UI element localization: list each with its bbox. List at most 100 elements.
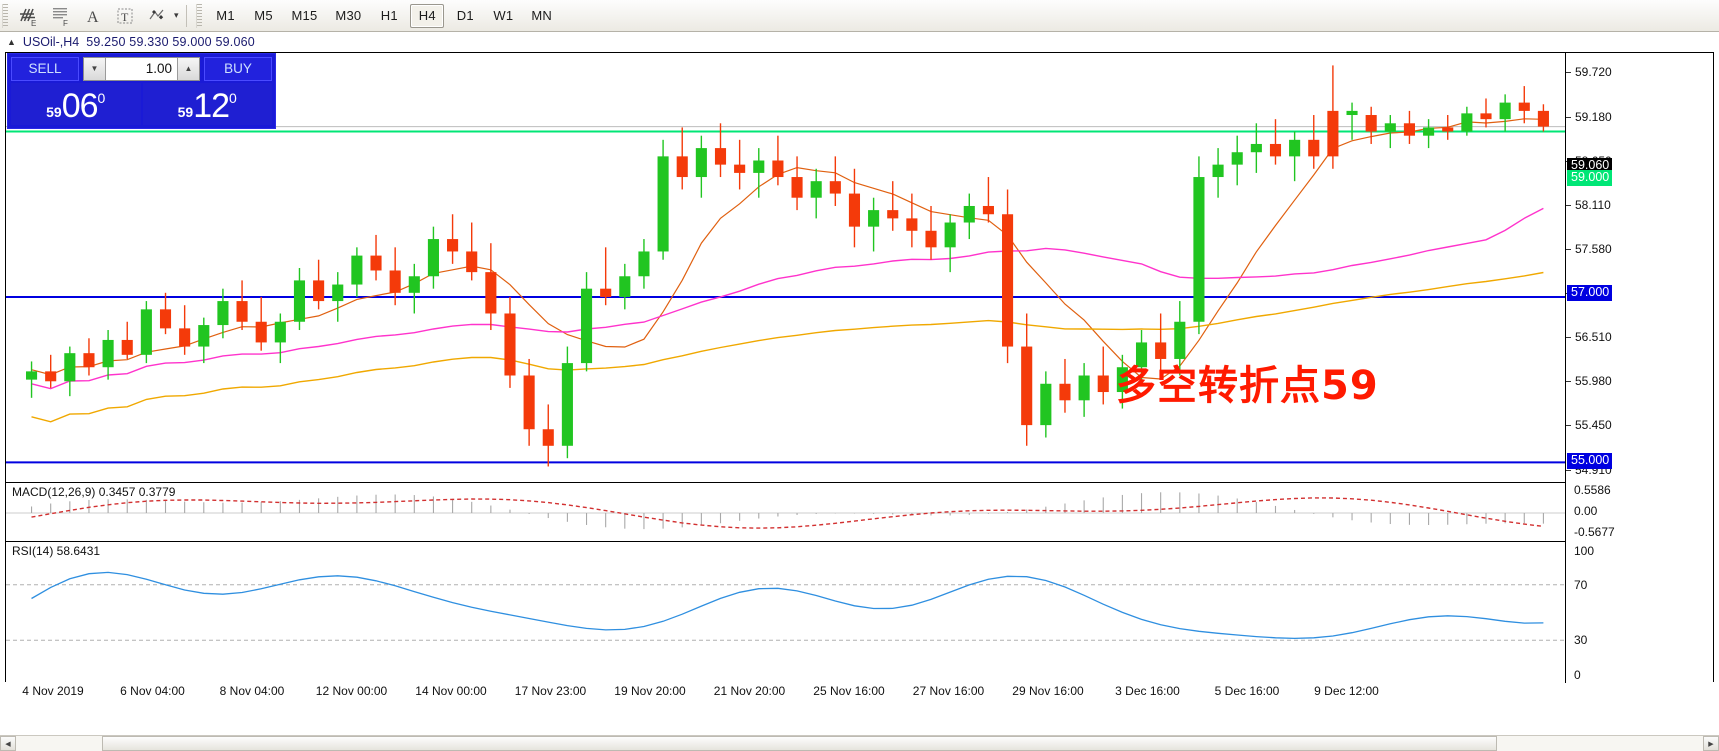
chart-frame: 多空转折点59 MACD(12,26,9) 0.3457 0.3779 RSI(… — [5, 52, 1714, 683]
rsi-axis-tick-label: 0 — [1574, 668, 1581, 682]
timeframe-w1[interactable]: W1 — [493, 8, 514, 23]
timeframe-h4[interactable]: H4 — [410, 3, 445, 28]
price-plot-area[interactable] — [6, 53, 1565, 482]
symbol-name-label: USOil-,H4 — [22, 35, 80, 49]
time-axis-tick-label: 21 Nov 20:00 — [713, 684, 786, 698]
volume-stepper[interactable]: ▼ 1.00 ▲ — [83, 56, 200, 81]
price-axis-tick-label: 59.180 — [1575, 109, 1612, 124]
time-axis-tick-label: 8 Nov 04:00 — [219, 684, 285, 698]
rsi-axis-tick-label: 70 — [1574, 577, 1588, 592]
price-axis-tick-label: 58.110 — [1575, 198, 1611, 213]
chart-toolbar: E F A T — [0, 0, 1719, 32]
volume-input[interactable]: 1.00 — [106, 57, 177, 80]
time-axis-tick-label: 27 Nov 16:00 — [912, 684, 985, 698]
price-axis-tick-label: 57.580 — [1575, 241, 1612, 256]
symbol-ohlc-values: 59.250 59.330 59.000 59.060 — [86, 35, 255, 49]
buy-price-display[interactable]: 59 12 0 — [142, 83, 272, 125]
price-axis-tick-mark — [1566, 381, 1571, 383]
price-axis-tick-label: 55.450 — [1575, 418, 1612, 433]
time-scale-axis[interactable]: 4 Nov 2019 6 Nov 04:00 8 Nov 04:00 12 Nov 0… — [5, 683, 1714, 705]
expand-triangle-icon[interactable]: ▲ — [7, 37, 16, 47]
sell-price-display[interactable]: 59 06 0 — [11, 83, 141, 125]
rsi-pane[interactable]: RSI(14) 58.6431 — [6, 543, 1713, 682]
price-axis-tick-mark — [1566, 205, 1571, 207]
timeframe-h1[interactable]: H1 — [380, 8, 398, 23]
rsi-axis-tick-label: 30 — [1574, 633, 1588, 648]
sell-price-whole: 59 — [46, 104, 62, 120]
macd-title-label: MACD(12,26,9) 0.3457 0.3779 — [12, 485, 176, 499]
svg-text:E: E — [31, 19, 36, 27]
time-axis-tick-label: 14 Nov 00:00 — [415, 684, 487, 698]
scrollbar-thumb[interactable] — [102, 736, 1497, 751]
price-scale-axis[interactable]: 59.72059.18058.65058.11057.58057.05056.5… — [1565, 53, 1713, 683]
price-pane[interactable]: 多空转折点59 — [6, 53, 1713, 483]
time-axis-tick-label: 17 Nov 23:00 — [514, 684, 587, 698]
scrollbar-track[interactable] — [16, 736, 1703, 751]
timeframe-d1[interactable]: D1 — [456, 8, 474, 23]
support-level-tag: 55.000 — [1567, 453, 1613, 469]
sell-price-big: 06 — [61, 87, 99, 125]
trade-panel-controls: SELL ▼ 1.00 ▲ BUY — [8, 54, 275, 83]
bid-price-tag: 59.000 — [1567, 170, 1613, 186]
time-axis-tick-label: 4 Nov 2019 — [22, 684, 84, 698]
toolbar-grip-handle[interactable] — [2, 3, 8, 28]
symbol-info-bar: ▲ USOil-,H4 59.250 59.330 59.000 59.060 — [0, 33, 1719, 51]
price-axis-tick-mark — [1566, 425, 1571, 427]
trade-panel-prices: 59 06 0 59 12 0 — [8, 83, 275, 128]
svg-text:A: A — [87, 9, 99, 26]
horizontal-scrollbar[interactable]: ◀ ▶ — [0, 735, 1719, 751]
time-axis-tick-label: 9 Dec 12:00 — [1314, 684, 1379, 698]
price-axis-tick-mark — [1566, 72, 1571, 74]
buy-button[interactable]: BUY — [204, 56, 272, 81]
buy-price-big: 12 — [193, 87, 230, 125]
time-axis-tick-label: 29 Nov 16:00 — [1012, 684, 1084, 698]
volume-decrease-icon[interactable]: ▼ — [84, 57, 106, 80]
objects-icon[interactable] — [141, 1, 173, 31]
svg-text:T: T — [121, 10, 129, 24]
sell-button[interactable]: SELL — [11, 56, 79, 81]
rsi-chart — [6, 571, 1565, 641]
macd-pane[interactable]: MACD(12,26,9) 0.3457 0.3779 — [6, 484, 1713, 542]
candlestick-chart — [6, 65, 1565, 467]
time-axis-tick-label: 5 Dec 16:00 — [1214, 684, 1280, 698]
text-label-icon[interactable]: A — [77, 1, 109, 31]
volume-increase-icon[interactable]: ▲ — [177, 57, 199, 80]
text-object-icon[interactable]: T — [109, 1, 141, 31]
macd-axis-tick-label: 0.00 — [1574, 504, 1598, 518]
macd-chart — [6, 492, 1565, 530]
objects-dropdown-caret-icon[interactable]: ▾ — [174, 10, 179, 20]
time-axis-tick-label: 3 Dec 16:00 — [1115, 684, 1180, 698]
resistance-level-tag: 57.000 — [1567, 285, 1613, 301]
one-click-trading-panel[interactable]: SELL ▼ 1.00 ▲ BUY 59 06 0 59 12 0 — [7, 53, 276, 129]
timeframe-m5[interactable]: M5 — [254, 8, 273, 23]
timeframe-grip-handle[interactable] — [195, 3, 202, 28]
time-axis-tick-label: 25 Nov 16:00 — [813, 684, 885, 698]
timeframe-mn[interactable]: MN — [531, 8, 552, 23]
buy-price-whole: 59 — [177, 104, 194, 120]
indicators-icon[interactable]: E — [13, 1, 45, 31]
svg-text:F: F — [63, 19, 68, 27]
rsi-axis-tick-label: 100 — [1574, 544, 1595, 558]
macd-axis-tick-label: 0.5586 — [1574, 483, 1611, 497]
price-axis-tick-label: 56.510 — [1575, 330, 1612, 345]
crosshair-grid-icon[interactable]: F — [45, 1, 77, 31]
price-axis-tick-mark — [1566, 116, 1571, 118]
rsi-plot-area[interactable] — [6, 543, 1565, 682]
sell-price-frac: 0 — [97, 90, 106, 106]
toolbar-divider — [185, 4, 187, 27]
timeframe-m15[interactable]: M15 — [291, 8, 318, 23]
scroll-left-arrow-icon[interactable]: ◀ — [0, 736, 16, 751]
annotation-text: 多空转折点59 — [1116, 363, 1379, 409]
price-axis-tick-label: 55.980 — [1575, 374, 1612, 389]
macd-axis-tick-label: -0.5677 — [1574, 525, 1615, 539]
time-axis-tick-label: 6 Nov 04:00 — [120, 684, 185, 698]
scroll-right-arrow-icon[interactable]: ▶ — [1703, 736, 1719, 751]
buy-price-frac: 0 — [229, 90, 237, 106]
price-axis-tick-mark — [1566, 248, 1571, 250]
macd-plot-area[interactable] — [6, 484, 1565, 541]
price-axis-tick-label: 59.720 — [1575, 65, 1612, 80]
timeframe-m1[interactable]: M1 — [216, 8, 235, 23]
timeframe-m30[interactable]: M30 — [335, 8, 362, 23]
price-axis-tick-mark — [1566, 337, 1571, 339]
